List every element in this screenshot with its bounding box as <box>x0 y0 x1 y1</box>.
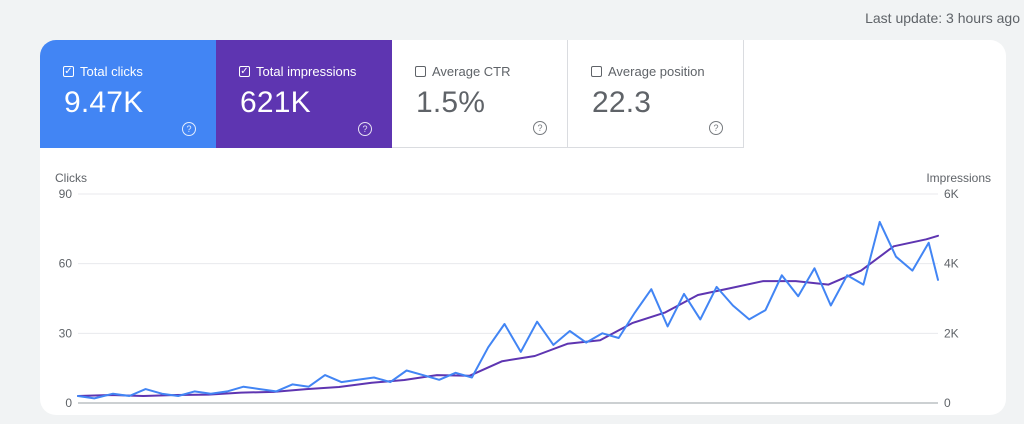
y2-axis-title: Impressions <box>926 171 991 185</box>
y2-tick-label: 4K <box>944 257 959 271</box>
checkbox-checked-icon[interactable]: ✓ <box>239 65 250 77</box>
metric-label-row: ✓ Total impressions <box>239 64 356 79</box>
metric-value: 9.47K <box>64 86 144 119</box>
metric-value: 22.3 <box>592 86 652 119</box>
y-tick-label: 30 <box>59 326 73 340</box>
metric-tabs: ✓ Total clicks 9.47K ? ✓ Total impressio… <box>40 40 744 148</box>
metric-label: Total clicks <box>80 64 143 79</box>
y-tick-label: 60 <box>59 257 73 271</box>
metric-label: Average CTR <box>432 64 511 79</box>
metric-label-row: Average position <box>591 64 705 79</box>
y-tick-label: 0 <box>65 396 72 410</box>
help-icon[interactable]: ? <box>709 121 723 135</box>
metric-average-position[interactable]: Average position 22.3 ? <box>568 40 744 148</box>
performance-panel: ✓ Total clicks 9.47K ? ✓ Total impressio… <box>40 40 1006 415</box>
performance-chart: 00302K604K906KClicksImpressions2/15/243/… <box>55 171 991 410</box>
checkbox-unchecked-icon[interactable] <box>591 66 602 77</box>
checkbox-checked-icon[interactable]: ✓ <box>63 65 74 77</box>
last-update-text: Last update: 3 hours ago <box>865 10 1020 26</box>
y2-tick-label: 0 <box>944 396 951 410</box>
metric-label-row: Average CTR <box>415 64 511 79</box>
metric-label: Average position <box>608 64 705 79</box>
help-icon[interactable]: ? <box>358 122 372 136</box>
metric-average-ctr[interactable]: Average CTR 1.5% ? <box>392 40 568 148</box>
y2-tick-label: 6K <box>944 187 959 201</box>
metric-total-impressions[interactable]: ✓ Total impressions 621K ? <box>216 40 392 148</box>
metric-value: 1.5% <box>416 86 486 119</box>
help-icon[interactable]: ? <box>533 121 547 135</box>
y-axis-title: Clicks <box>55 171 87 185</box>
metric-label: Total impressions <box>256 64 357 79</box>
metric-value: 621K <box>240 86 311 119</box>
clicks-series-line <box>77 220 939 400</box>
help-icon[interactable]: ? <box>182 122 196 136</box>
metric-label-row: ✓ Total clicks <box>63 64 143 79</box>
y2-tick-label: 2K <box>944 326 959 340</box>
impressions-series-line <box>77 234 939 397</box>
checkbox-unchecked-icon[interactable] <box>415 66 426 77</box>
y-tick-label: 90 <box>59 187 73 201</box>
metric-total-clicks[interactable]: ✓ Total clicks 9.47K ? <box>40 40 216 148</box>
